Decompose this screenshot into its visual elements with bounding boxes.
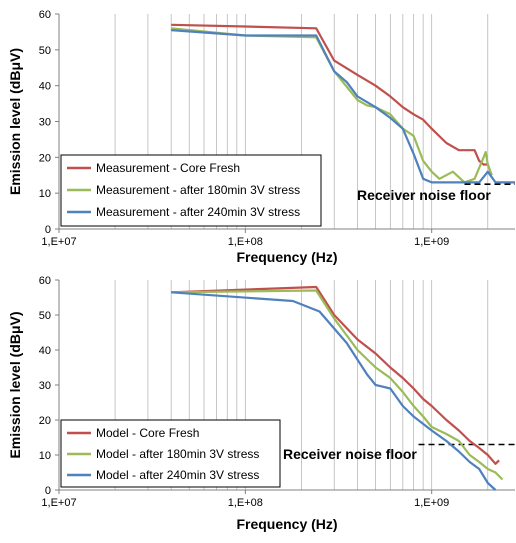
- x-tick-label: 1,E+07: [41, 236, 76, 248]
- series-line-3: [171, 291, 497, 491]
- legend-entry: Measurement - Core Fresh: [96, 161, 240, 175]
- legend-box: [60, 154, 322, 227]
- legend-box: [60, 419, 281, 488]
- legend-entry: Model - after 180min 3V stress: [96, 447, 259, 461]
- x-axis-title: Frequency (Hz): [236, 249, 337, 265]
- series-line-1: [171, 285, 500, 465]
- y-tick-label: 0: [45, 224, 51, 236]
- x-tick-label: 1,E+08: [228, 497, 263, 509]
- noise-floor-label: Receiver noise floor: [357, 187, 491, 203]
- x-axis-title: Frequency (Hz): [236, 516, 337, 532]
- y-tick-label: 50: [39, 310, 51, 322]
- y-tick-label: 60: [39, 9, 51, 21]
- y-tick-label: 30: [39, 117, 51, 129]
- chart-panel-1: 0 10 20 30 40 50 60 1,E+07 1,E+08 1,E+09 Frequency…: [7, 9, 515, 265]
- y-tick-label: 0: [45, 485, 51, 497]
- y-tick-label: 20: [39, 415, 51, 427]
- x-tick-label: 1,E+08: [228, 236, 263, 248]
- y-tick-label: 40: [39, 81, 51, 93]
- x-tick-label: 1,E+09: [414, 236, 449, 248]
- y-tick-label: 50: [39, 45, 51, 57]
- legend-entry: Measurement - after 180min 3V stress: [96, 183, 300, 197]
- x-tick-label: 1,E+07: [41, 497, 76, 509]
- legend-entry: Measurement - after 240min 3V stress: [96, 205, 300, 219]
- y-tick-label: 10: [39, 188, 51, 200]
- series-line-1: [171, 23, 493, 176]
- y-tick-label: 60: [39, 275, 51, 287]
- y-tick-label: 10: [39, 450, 51, 462]
- series-line-3: [171, 29, 515, 184]
- y-tick-label: 20: [39, 152, 51, 164]
- legend-entry: Model - after 240min 3V stress: [96, 468, 259, 482]
- noise-floor-label: Receiver noise floor: [283, 446, 417, 462]
- y-tick-label: 30: [39, 380, 51, 392]
- y-axis-title: Emission level (dBμV): [7, 311, 23, 458]
- x-tick-label: 1,E+09: [414, 497, 449, 509]
- y-axis-title: Emission level (dBμV): [7, 48, 23, 195]
- legend-entry: Model - Core Fresh: [96, 426, 199, 440]
- y-tick-label: 40: [39, 345, 51, 357]
- chart-panel-2: 0 10 20 30 40 50 60 1,E+07 1,E+08 1,E+09 Frequency…: [7, 275, 515, 532]
- series-line-2: [171, 289, 504, 481]
